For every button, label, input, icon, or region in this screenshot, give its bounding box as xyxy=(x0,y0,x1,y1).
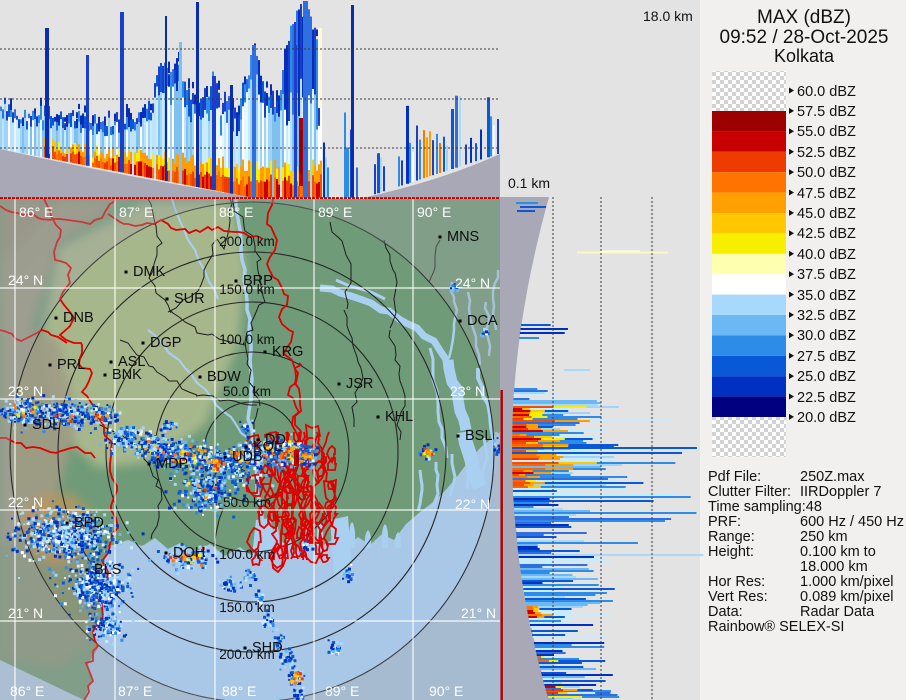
svg-text:KHL: KHL xyxy=(385,409,413,425)
svg-text:200.0 km: 200.0 km xyxy=(219,234,275,249)
svg-text:90° E: 90° E xyxy=(417,204,451,220)
svg-text:22° N: 22° N xyxy=(8,494,43,510)
svg-text:BDW: BDW xyxy=(207,369,241,385)
svg-text:23° N: 23° N xyxy=(8,383,43,399)
svg-text:86° E: 86° E xyxy=(19,204,53,220)
svg-text:22° N: 22° N xyxy=(455,496,490,512)
svg-text:150.0 km: 150.0 km xyxy=(219,282,275,297)
svg-text:ASL: ASL xyxy=(118,354,145,370)
svg-text:BNK: BNK xyxy=(112,367,142,383)
svg-text:21° N: 21° N xyxy=(8,605,43,621)
svg-text:100.0 km: 100.0 km xyxy=(219,332,275,347)
svg-text:88° E: 88° E xyxy=(219,204,253,220)
svg-text:JSR: JSR xyxy=(346,376,373,392)
svg-text:50.0 km: 50.0 km xyxy=(223,384,271,399)
svg-text:24° N: 24° N xyxy=(8,272,43,288)
svg-text:BSL: BSL xyxy=(465,428,492,444)
svg-text:87° E: 87° E xyxy=(118,683,152,699)
svg-text:23° N: 23° N xyxy=(450,383,485,399)
svg-text:PRL: PRL xyxy=(57,357,85,373)
svg-text:150.0 km: 150.0 km xyxy=(219,600,275,615)
svg-text:200.0 km: 200.0 km xyxy=(219,647,275,662)
svg-text:DNB: DNB xyxy=(63,310,94,326)
svg-text:BRP: BRP xyxy=(243,273,273,289)
svg-text:DGP: DGP xyxy=(150,335,181,351)
svg-text:24° N: 24° N xyxy=(455,275,490,291)
svg-text:87° E: 87° E xyxy=(119,204,153,220)
svg-text:89° E: 89° E xyxy=(325,683,359,699)
svg-text:90° E: 90° E xyxy=(429,683,463,699)
svg-text:DMK: DMK xyxy=(133,264,166,280)
svg-text:50.0 km: 50.0 km xyxy=(223,495,271,510)
svg-text:100.0 km: 100.0 km xyxy=(219,547,275,562)
svg-text:88° E: 88° E xyxy=(222,683,256,699)
svg-text:KRG: KRG xyxy=(272,344,303,360)
svg-text:SUR: SUR xyxy=(174,291,205,307)
svg-text:89° E: 89° E xyxy=(318,204,352,220)
svg-text:86° E: 86° E xyxy=(10,683,44,699)
svg-text:21° N: 21° N xyxy=(461,605,496,621)
